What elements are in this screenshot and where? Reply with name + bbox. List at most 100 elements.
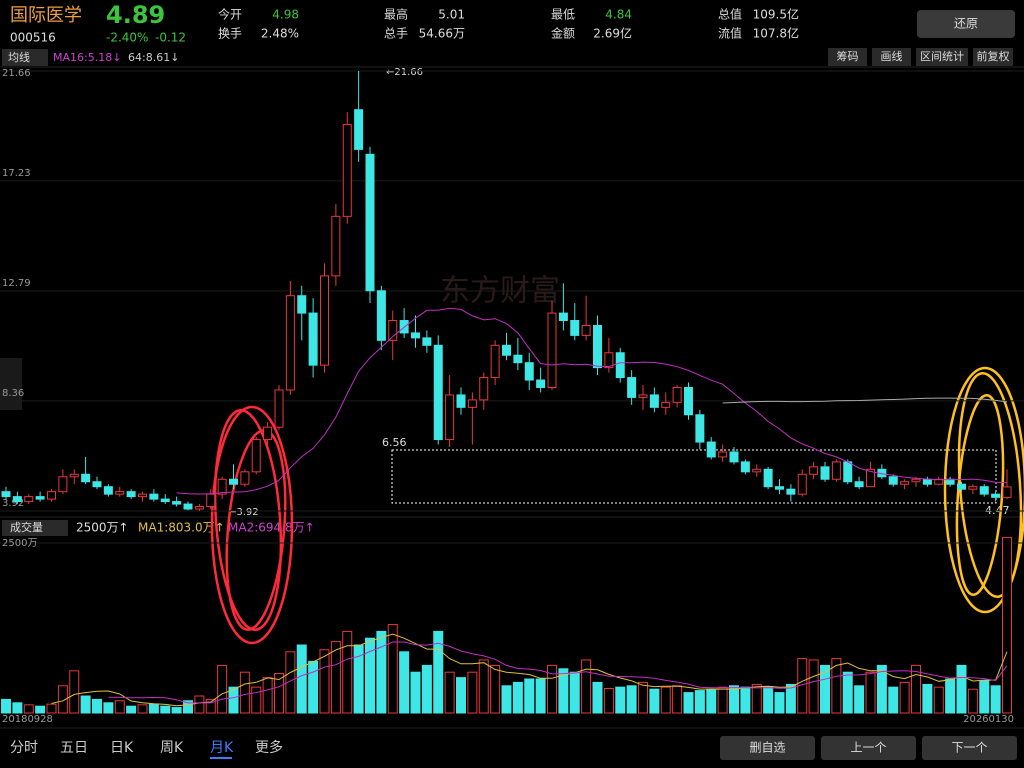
restore-label[interactable]: 还原 xyxy=(954,17,978,31)
volume-bar xyxy=(683,692,694,714)
candle-body xyxy=(240,471,250,485)
volume-bar xyxy=(478,659,489,714)
tab[interactable]: 五日 xyxy=(60,740,88,756)
candle-body xyxy=(81,473,91,483)
side-handle[interactable] xyxy=(0,358,22,410)
volume-bar xyxy=(945,678,956,714)
volume-bar xyxy=(558,668,569,714)
tool-button-label[interactable]: 筹码 xyxy=(837,49,859,63)
candle-body xyxy=(47,491,56,500)
candle-body xyxy=(991,493,1001,498)
tool-button[interactable] xyxy=(872,48,911,66)
stat-value: 4.98 xyxy=(272,8,299,22)
volume-bar xyxy=(69,670,80,714)
candle-body xyxy=(320,275,329,366)
action-button[interactable] xyxy=(922,736,1017,760)
volume-bar xyxy=(808,659,819,714)
stock-price: 4.89 xyxy=(106,1,165,29)
volume-bar xyxy=(296,644,307,714)
action-label[interactable]: 下一个 xyxy=(951,741,987,755)
action-label[interactable]: 上一个 xyxy=(850,741,886,755)
volume-bar xyxy=(285,651,296,714)
action-button[interactable] xyxy=(821,736,916,760)
ma16-line xyxy=(176,307,1008,495)
candle-body xyxy=(331,215,341,277)
candle-body xyxy=(354,109,364,150)
stat-value: 2.48% xyxy=(261,27,299,41)
volume-bar xyxy=(342,630,353,714)
candle-body xyxy=(752,468,762,473)
volume-bar xyxy=(57,685,68,714)
vol-ma2-line xyxy=(108,641,1008,704)
candle-body xyxy=(92,481,102,488)
change: -0.12 xyxy=(155,31,186,45)
volume-bar xyxy=(547,664,557,714)
volume-bar xyxy=(899,681,910,714)
tab[interactable]: 更多 xyxy=(255,739,283,756)
change-pct: -2.40% xyxy=(106,31,148,45)
volume-bar xyxy=(92,698,102,714)
candle-body xyxy=(422,337,432,346)
tool-button[interactable] xyxy=(828,48,867,66)
volume-bar xyxy=(763,685,774,714)
candle-body xyxy=(581,324,591,336)
tab[interactable]: 分时 xyxy=(10,740,38,756)
volume-bar xyxy=(672,685,683,714)
candle-body xyxy=(672,386,682,403)
candle-body xyxy=(490,344,500,379)
volume-bar xyxy=(353,644,364,714)
tool-button[interactable] xyxy=(916,48,968,66)
tool-button-label[interactable]: 前复权 xyxy=(977,49,1010,63)
volume-bar xyxy=(171,707,182,714)
stat-label: 今开 xyxy=(218,7,242,22)
volume-bar xyxy=(638,681,648,714)
volume-bar xyxy=(854,685,865,714)
candle-body xyxy=(149,493,159,500)
tab[interactable]: 日K xyxy=(110,740,134,756)
vol-select[interactable] xyxy=(2,520,68,536)
candle-body xyxy=(433,344,443,441)
volume-bar xyxy=(365,637,375,714)
ma-select-label[interactable]: 均线 xyxy=(8,50,30,64)
volume-bar xyxy=(512,681,523,714)
volume-bar xyxy=(205,698,216,714)
restore-button[interactable] xyxy=(917,10,1015,38)
tool-button-label[interactable]: 区间统计 xyxy=(920,50,964,63)
candle-body xyxy=(524,362,534,381)
volume-bar xyxy=(103,702,114,714)
candle-body xyxy=(979,486,989,495)
volume-bar xyxy=(603,688,614,714)
volume-bar xyxy=(592,681,603,714)
ma-select[interactable] xyxy=(2,49,48,66)
stat-value: 107.8亿 xyxy=(753,26,799,41)
tab[interactable]: 周K xyxy=(160,740,184,756)
stat-label: 最高 xyxy=(384,7,408,22)
low-label: ←3.92 xyxy=(228,507,259,518)
volume-bar xyxy=(308,660,319,714)
volume-bar xyxy=(410,671,421,714)
tab[interactable]: 月K xyxy=(210,740,234,756)
volume-bar xyxy=(706,688,717,714)
red-marker xyxy=(210,405,294,645)
action-label[interactable]: 删自选 xyxy=(749,741,785,755)
candle-body xyxy=(172,501,182,505)
candle-body xyxy=(285,295,295,391)
volume-bar xyxy=(569,671,580,714)
volume-bar xyxy=(376,630,387,714)
vol-select-label[interactable]: 成交量 xyxy=(10,520,43,534)
volume-bar xyxy=(217,664,228,714)
candle-body xyxy=(12,496,22,503)
candle-body xyxy=(376,290,386,341)
tool-button[interactable] xyxy=(973,48,1013,66)
action-button[interactable] xyxy=(720,736,815,760)
candle-body xyxy=(854,481,864,488)
volume-bar xyxy=(774,692,785,714)
tool-button-label[interactable]: 画线 xyxy=(881,49,903,63)
stat-label: 最低 xyxy=(551,8,575,22)
candle-body xyxy=(183,503,193,510)
candle-body xyxy=(729,451,739,463)
candle-body xyxy=(558,312,568,322)
volume-bar xyxy=(421,664,432,714)
